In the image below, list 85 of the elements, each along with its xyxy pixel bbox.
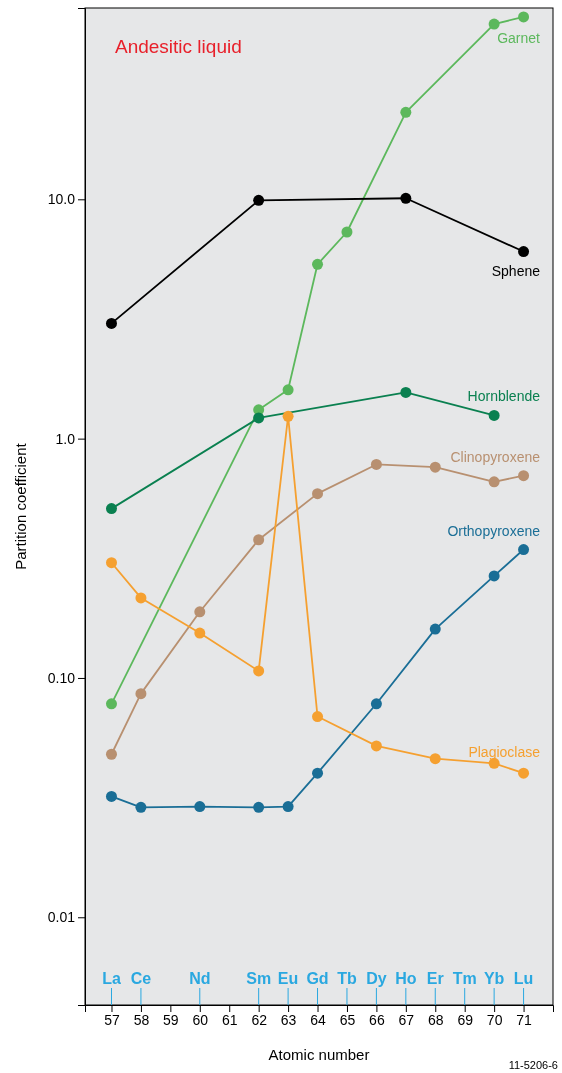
point: [135, 688, 147, 700]
point: [194, 606, 206, 618]
x-tick-label: 70: [486, 1011, 503, 1028]
point: [253, 665, 265, 677]
point: [370, 740, 382, 752]
x-tick-label: 69: [457, 1011, 474, 1028]
annotation: Ce: [130, 970, 152, 987]
y-tick-label: 0.10: [47, 669, 76, 686]
point: [105, 790, 117, 802]
point: [282, 384, 294, 396]
point: [429, 753, 441, 765]
x-tick-label: 57: [104, 1011, 120, 1028]
annotation: Tb: [337, 970, 357, 987]
x-tick-label: 64: [310, 1011, 327, 1028]
point: [312, 488, 324, 500]
annotation: Gd: [306, 970, 329, 987]
point: [429, 461, 441, 473]
point: [518, 246, 530, 258]
x-tick-label: 62: [251, 1011, 268, 1028]
point: [105, 748, 117, 760]
y-tick-label: 0.01: [47, 909, 76, 926]
series-label: Garnet: [497, 29, 541, 46]
x-tick-label: 63: [280, 1011, 297, 1028]
point: [488, 476, 500, 488]
point: [253, 801, 265, 813]
point: [518, 544, 530, 556]
point: [253, 194, 265, 206]
point: [282, 410, 294, 422]
point: [429, 623, 441, 635]
point: [488, 570, 500, 582]
point: [105, 557, 117, 569]
point: [400, 106, 412, 118]
series-label: Plagioclase: [468, 744, 541, 761]
series-label: Orthopyroxene: [447, 522, 541, 539]
series-label: Hornblende: [467, 388, 541, 405]
point: [135, 592, 147, 604]
x-tick-label: 60: [192, 1011, 209, 1028]
series-label: Clinopyroxene: [450, 448, 541, 465]
point: [194, 627, 206, 639]
annotation: Dy: [366, 970, 387, 987]
point: [518, 11, 530, 23]
annotation: Eu: [277, 970, 299, 987]
point: [488, 18, 500, 30]
text: Andesitic liquid: [115, 36, 242, 57]
x-tick-label: 67: [398, 1011, 415, 1028]
point: [282, 801, 294, 813]
point: [312, 767, 324, 779]
x-tick-label: 66: [369, 1011, 385, 1028]
point: [312, 258, 324, 270]
point: [253, 412, 265, 424]
x-tick-label: 71: [516, 1011, 533, 1028]
annotation: La: [102, 970, 121, 987]
point: [253, 534, 265, 546]
y-tick-label: 1.0: [55, 430, 76, 447]
series-label: Sphene: [491, 262, 541, 279]
point: [341, 226, 353, 238]
point: [400, 386, 412, 398]
text: 11-5206-6: [508, 1059, 558, 1071]
point: [105, 698, 117, 710]
annotation: Lu: [513, 970, 534, 987]
point: [518, 767, 530, 779]
y-axis-title: Partition coefficient: [12, 442, 29, 570]
annotation: Tm: [452, 970, 477, 987]
x-tick-label: 58: [133, 1011, 150, 1028]
point: [370, 458, 382, 470]
x-tick-label: 61: [221, 1011, 238, 1028]
point: [370, 698, 382, 710]
point: [135, 801, 147, 813]
annotation: Yb: [483, 970, 505, 987]
annotation: Er: [426, 970, 444, 987]
annotation: Ho: [395, 970, 417, 987]
x-tick-label: 68: [427, 1011, 444, 1028]
point: [488, 409, 500, 421]
point: [105, 503, 117, 515]
x-tick-label: 65: [339, 1011, 356, 1028]
annotation: Nd: [189, 970, 211, 987]
point: [400, 192, 412, 204]
point: [518, 470, 530, 482]
point: [194, 801, 206, 813]
x-axis-title: Atomic number: [268, 1046, 370, 1063]
annotation: Sm: [246, 970, 272, 987]
x-tick-label: 59: [163, 1011, 179, 1028]
point: [312, 711, 324, 723]
y-tick-label: 10.0: [47, 191, 76, 208]
point: [105, 317, 117, 329]
